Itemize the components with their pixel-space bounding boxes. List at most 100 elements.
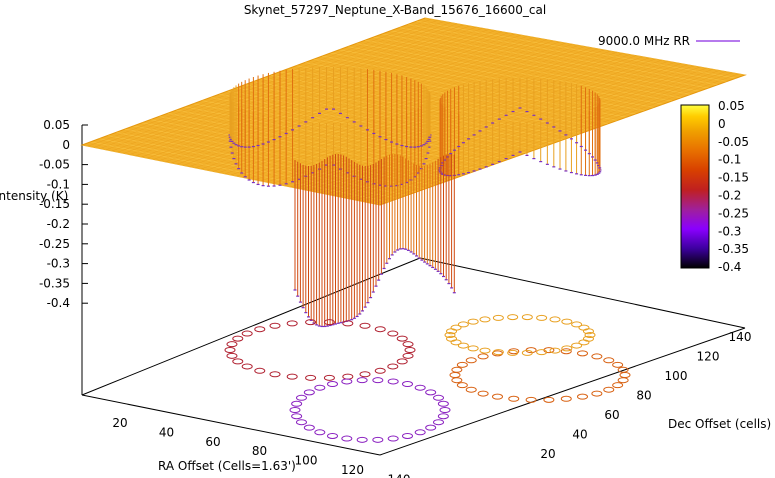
surface-mesh-line bbox=[105, 22, 451, 150]
y-tick-label: 20 bbox=[540, 447, 555, 461]
back-right-line bbox=[419, 257, 746, 329]
contour-marker bbox=[342, 373, 354, 380]
z-tick-label: -0.05 bbox=[39, 158, 70, 172]
contour-marker bbox=[341, 435, 353, 442]
contour-marker bbox=[402, 381, 413, 388]
z-tick-label: -0.4 bbox=[47, 296, 70, 310]
contour-marker bbox=[561, 318, 573, 325]
z-tick-label: -0.35 bbox=[39, 276, 70, 290]
contour-marker bbox=[327, 381, 338, 388]
base-contour-projection bbox=[224, 314, 631, 443]
contour-marker bbox=[396, 335, 408, 342]
contour-marker bbox=[465, 357, 477, 364]
contour-marker bbox=[396, 358, 408, 365]
z-tick-labels: 0.05 0 -0.05 -0.1 -0.15 -0.2 -0.25 -0.3 -0.35 -0.… bbox=[39, 118, 88, 310]
x-tick-labels: 20 40 60 80 100 120 140 bbox=[112, 416, 410, 478]
contour-marker bbox=[507, 349, 519, 356]
surface-mesh-line bbox=[314, 62, 675, 192]
contour-marker bbox=[295, 419, 307, 426]
legend: 9000.0 MHz RR bbox=[598, 34, 740, 48]
contour-marker bbox=[372, 377, 384, 384]
colorbar: 0.05 0 -0.05 -0.1 -0.15 -0.2 -0.25 -0.3 -0.35 -0.… bbox=[680, 99, 749, 274]
chart-title: Skynet_57297_Neptune_X-Band_15676_16600_… bbox=[244, 3, 546, 17]
y-tick-label: 140 bbox=[729, 330, 752, 344]
contour-marker bbox=[571, 321, 583, 328]
contour-marker bbox=[525, 396, 537, 403]
contour-marker bbox=[467, 345, 479, 352]
contour-marker bbox=[465, 386, 477, 393]
contour-marker bbox=[591, 390, 603, 397]
colorbar-gradient bbox=[680, 104, 710, 269]
contour-marker bbox=[536, 349, 548, 356]
back-axis-line bbox=[81, 257, 421, 396]
contour-marker bbox=[303, 389, 315, 396]
surface-mesh-line bbox=[344, 67, 707, 198]
contour-marker bbox=[414, 429, 426, 436]
contour-marker bbox=[387, 330, 399, 337]
contour-marker bbox=[467, 318, 479, 325]
contour-marker bbox=[492, 314, 504, 321]
contour-marker bbox=[226, 352, 238, 359]
contour-marker bbox=[372, 436, 384, 443]
surface-mesh-line bbox=[373, 73, 739, 204]
contour-marker bbox=[577, 350, 588, 357]
contour-marker bbox=[286, 320, 298, 327]
colorbar-tick-label: -0.4 bbox=[718, 260, 741, 274]
surface-mesh-line bbox=[368, 72, 733, 203]
contour-marker bbox=[433, 419, 445, 426]
contour-marker bbox=[425, 389, 437, 396]
contour-marker bbox=[291, 400, 303, 407]
z-tick-label: -0.25 bbox=[39, 237, 70, 251]
colorbar-tick-label: -0.15 bbox=[718, 171, 749, 185]
colorbar-tick-label: -0.25 bbox=[718, 206, 749, 220]
z-tick-label: 0 bbox=[62, 138, 70, 152]
contour-marker bbox=[359, 322, 371, 329]
contour-marker bbox=[433, 394, 445, 401]
contour-marker bbox=[521, 349, 533, 356]
surface-mesh-line bbox=[117, 24, 464, 153]
contour-marker bbox=[508, 395, 520, 402]
contour-marker bbox=[314, 429, 326, 436]
surface-mesh-line bbox=[236, 47, 592, 177]
contour-marker bbox=[571, 342, 583, 349]
surface-mesh-line bbox=[135, 28, 483, 156]
contour-marker bbox=[451, 366, 463, 373]
contour-marker bbox=[323, 374, 335, 381]
surface-mesh-line bbox=[338, 66, 701, 197]
surface-mesh-line bbox=[147, 30, 496, 159]
contour-marker bbox=[387, 378, 399, 385]
surface-mesh-line bbox=[129, 26, 477, 155]
contour-marker bbox=[560, 395, 572, 402]
contour-marker bbox=[269, 322, 281, 329]
surface-mesh-line bbox=[254, 50, 611, 180]
y-tick-label: 120 bbox=[697, 350, 720, 364]
contour-marker bbox=[291, 413, 303, 420]
contour-marker bbox=[305, 374, 317, 381]
contour-marker bbox=[612, 382, 624, 389]
x-tick-label: 140 bbox=[388, 472, 411, 478]
y-tick-label: 80 bbox=[636, 389, 651, 403]
contour-marker bbox=[457, 342, 469, 349]
contour-marker bbox=[582, 328, 594, 335]
contour-marker bbox=[521, 314, 533, 321]
contour-marker bbox=[450, 324, 462, 331]
contour-marker bbox=[289, 407, 301, 413]
contour-marker bbox=[323, 319, 335, 326]
surface-mesh-line bbox=[123, 25, 470, 154]
contour-marker bbox=[578, 339, 590, 346]
contour-marker bbox=[561, 345, 573, 352]
contour-marker bbox=[456, 361, 468, 368]
contour-marker bbox=[536, 314, 548, 321]
surface-mesh-line bbox=[296, 58, 656, 189]
contour-marker bbox=[341, 378, 353, 385]
colorbar-tick-label: -0.35 bbox=[718, 242, 749, 256]
contour-marker bbox=[232, 358, 244, 365]
contour-marker bbox=[479, 347, 491, 354]
legend-label: 9000.0 MHz RR bbox=[598, 34, 690, 48]
contour-marker bbox=[327, 432, 338, 439]
surface-mesh-line bbox=[272, 54, 630, 184]
contour-marker bbox=[374, 367, 386, 374]
z-tick-label: -0.2 bbox=[47, 217, 70, 231]
surface-mesh-line bbox=[308, 61, 669, 191]
surface-mesh-line bbox=[242, 48, 598, 178]
